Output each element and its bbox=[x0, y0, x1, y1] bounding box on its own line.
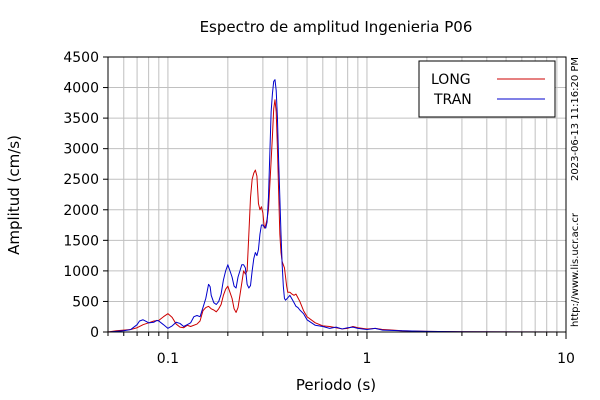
x-tick-label: 1 bbox=[362, 351, 371, 367]
y-tick-label: 500 bbox=[72, 294, 99, 310]
axis-ticks: 0 500 1000 1500 2000 2500 3000 3500 4000 4500 0.1 1… bbox=[63, 50, 575, 367]
series-line-tran bbox=[107, 79, 567, 333]
source-url-annotation: http://www.lis.ucr.ac.cr bbox=[570, 212, 581, 327]
plot-grid bbox=[107, 56, 566, 333]
legend-label-tran: TRAN bbox=[433, 92, 472, 108]
legend-box bbox=[418, 60, 556, 118]
plot-frame bbox=[107, 56, 567, 333]
x-tick-label: 0.1 bbox=[157, 351, 179, 367]
y-tick-label: 3000 bbox=[63, 142, 99, 158]
y-tick-label: 1000 bbox=[63, 264, 99, 280]
chart-title: Espectro de amplitud Ingenieria P06 bbox=[200, 18, 473, 36]
y-tick-label: 0 bbox=[90, 325, 99, 341]
x-tick-label: 10 bbox=[557, 351, 575, 367]
y-tick-label: 2000 bbox=[63, 203, 99, 219]
y-tick-label: 3500 bbox=[63, 111, 99, 127]
series-line-long bbox=[107, 99, 567, 333]
legend: LONG TRAN bbox=[418, 60, 556, 118]
y-tick-label: 4500 bbox=[63, 50, 99, 66]
y-tick-label: 4000 bbox=[63, 81, 99, 97]
y-axis-label: Amplitud (cm/s) bbox=[5, 135, 23, 255]
x-axis-label: Periodo (s) bbox=[296, 376, 376, 394]
y-tick-label: 2500 bbox=[63, 172, 99, 188]
y-tick-label: 1500 bbox=[63, 233, 99, 249]
series-layer bbox=[107, 79, 567, 333]
legend-label-long: LONG bbox=[431, 72, 471, 88]
timestamp-annotation: 2023-06-13 11:16:20 PM bbox=[570, 57, 581, 181]
